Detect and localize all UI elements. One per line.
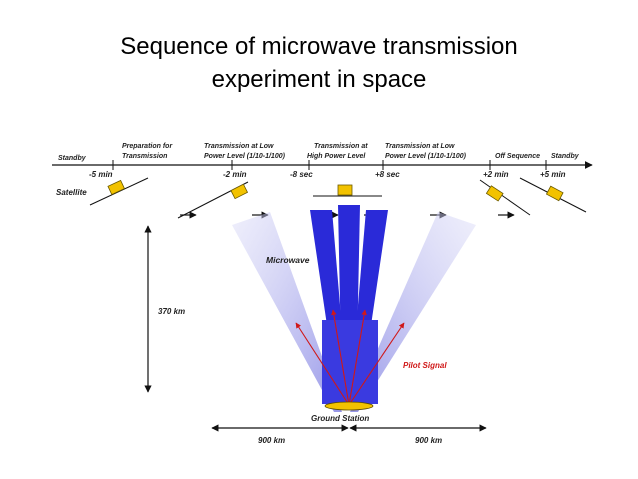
phase-low-power-right-line-1: Transmission at Low [385, 143, 455, 150]
timeline-ticks [112, 160, 547, 170]
time-plus-5-min: +5 min [540, 170, 566, 179]
microwave-beams [232, 205, 476, 412]
time-minus-2-min: -2 min [223, 170, 247, 179]
time-minus-5-min: -5 min [89, 170, 113, 179]
pilot-signal-label: Pilot Signal [403, 361, 447, 370]
phase-standby-left: Standby [58, 155, 87, 162]
satellite-label: Satellite [56, 188, 87, 197]
phase-low-power-left-line-2: Power Level (1/10-1/100) [204, 153, 286, 160]
orbit-segments [89, 177, 587, 219]
ground-station [324, 401, 374, 411]
satellites [107, 179, 564, 202]
slide-title: Sequence of microwave transmission exper… [0, 30, 638, 96]
phase-standby-right: Standby [551, 153, 580, 160]
title-line-2: experiment in space [211, 66, 427, 93]
title-line-1: Sequence of microwave transmission [120, 33, 518, 60]
phase-low-power-right-line-2: Power Level (1/10-1/100) [385, 153, 467, 160]
pilot-signal-arrows [295, 309, 405, 406]
phase-low-power-left-line-1: Transmission at Low [204, 143, 274, 150]
microwave-label: Microwave [266, 255, 310, 265]
phase-preparation-line-1: Preparation for [122, 143, 173, 150]
phase-high-power-line-1: Transmission at [314, 143, 368, 150]
phase-off-sequence: Off Sequence [495, 153, 540, 160]
beam-low-right [350, 212, 476, 412]
time-minus-8-sec: -8 sec [290, 170, 313, 179]
distance-left-label: 900 km [258, 436, 285, 445]
ground-station-label: Ground Station [311, 414, 369, 423]
beam-base [322, 320, 378, 404]
phase-preparation-line-2: Transmission [122, 153, 167, 160]
phase-high-power-line-2: High Power Level [307, 153, 366, 160]
distance-right-label: 900 km [415, 436, 442, 445]
time-plus-8-sec: +8 sec [375, 170, 400, 179]
beam-low-left [232, 212, 342, 412]
time-plus-2-min: +2 min [483, 170, 509, 179]
altitude-label: 370 km [158, 307, 185, 316]
